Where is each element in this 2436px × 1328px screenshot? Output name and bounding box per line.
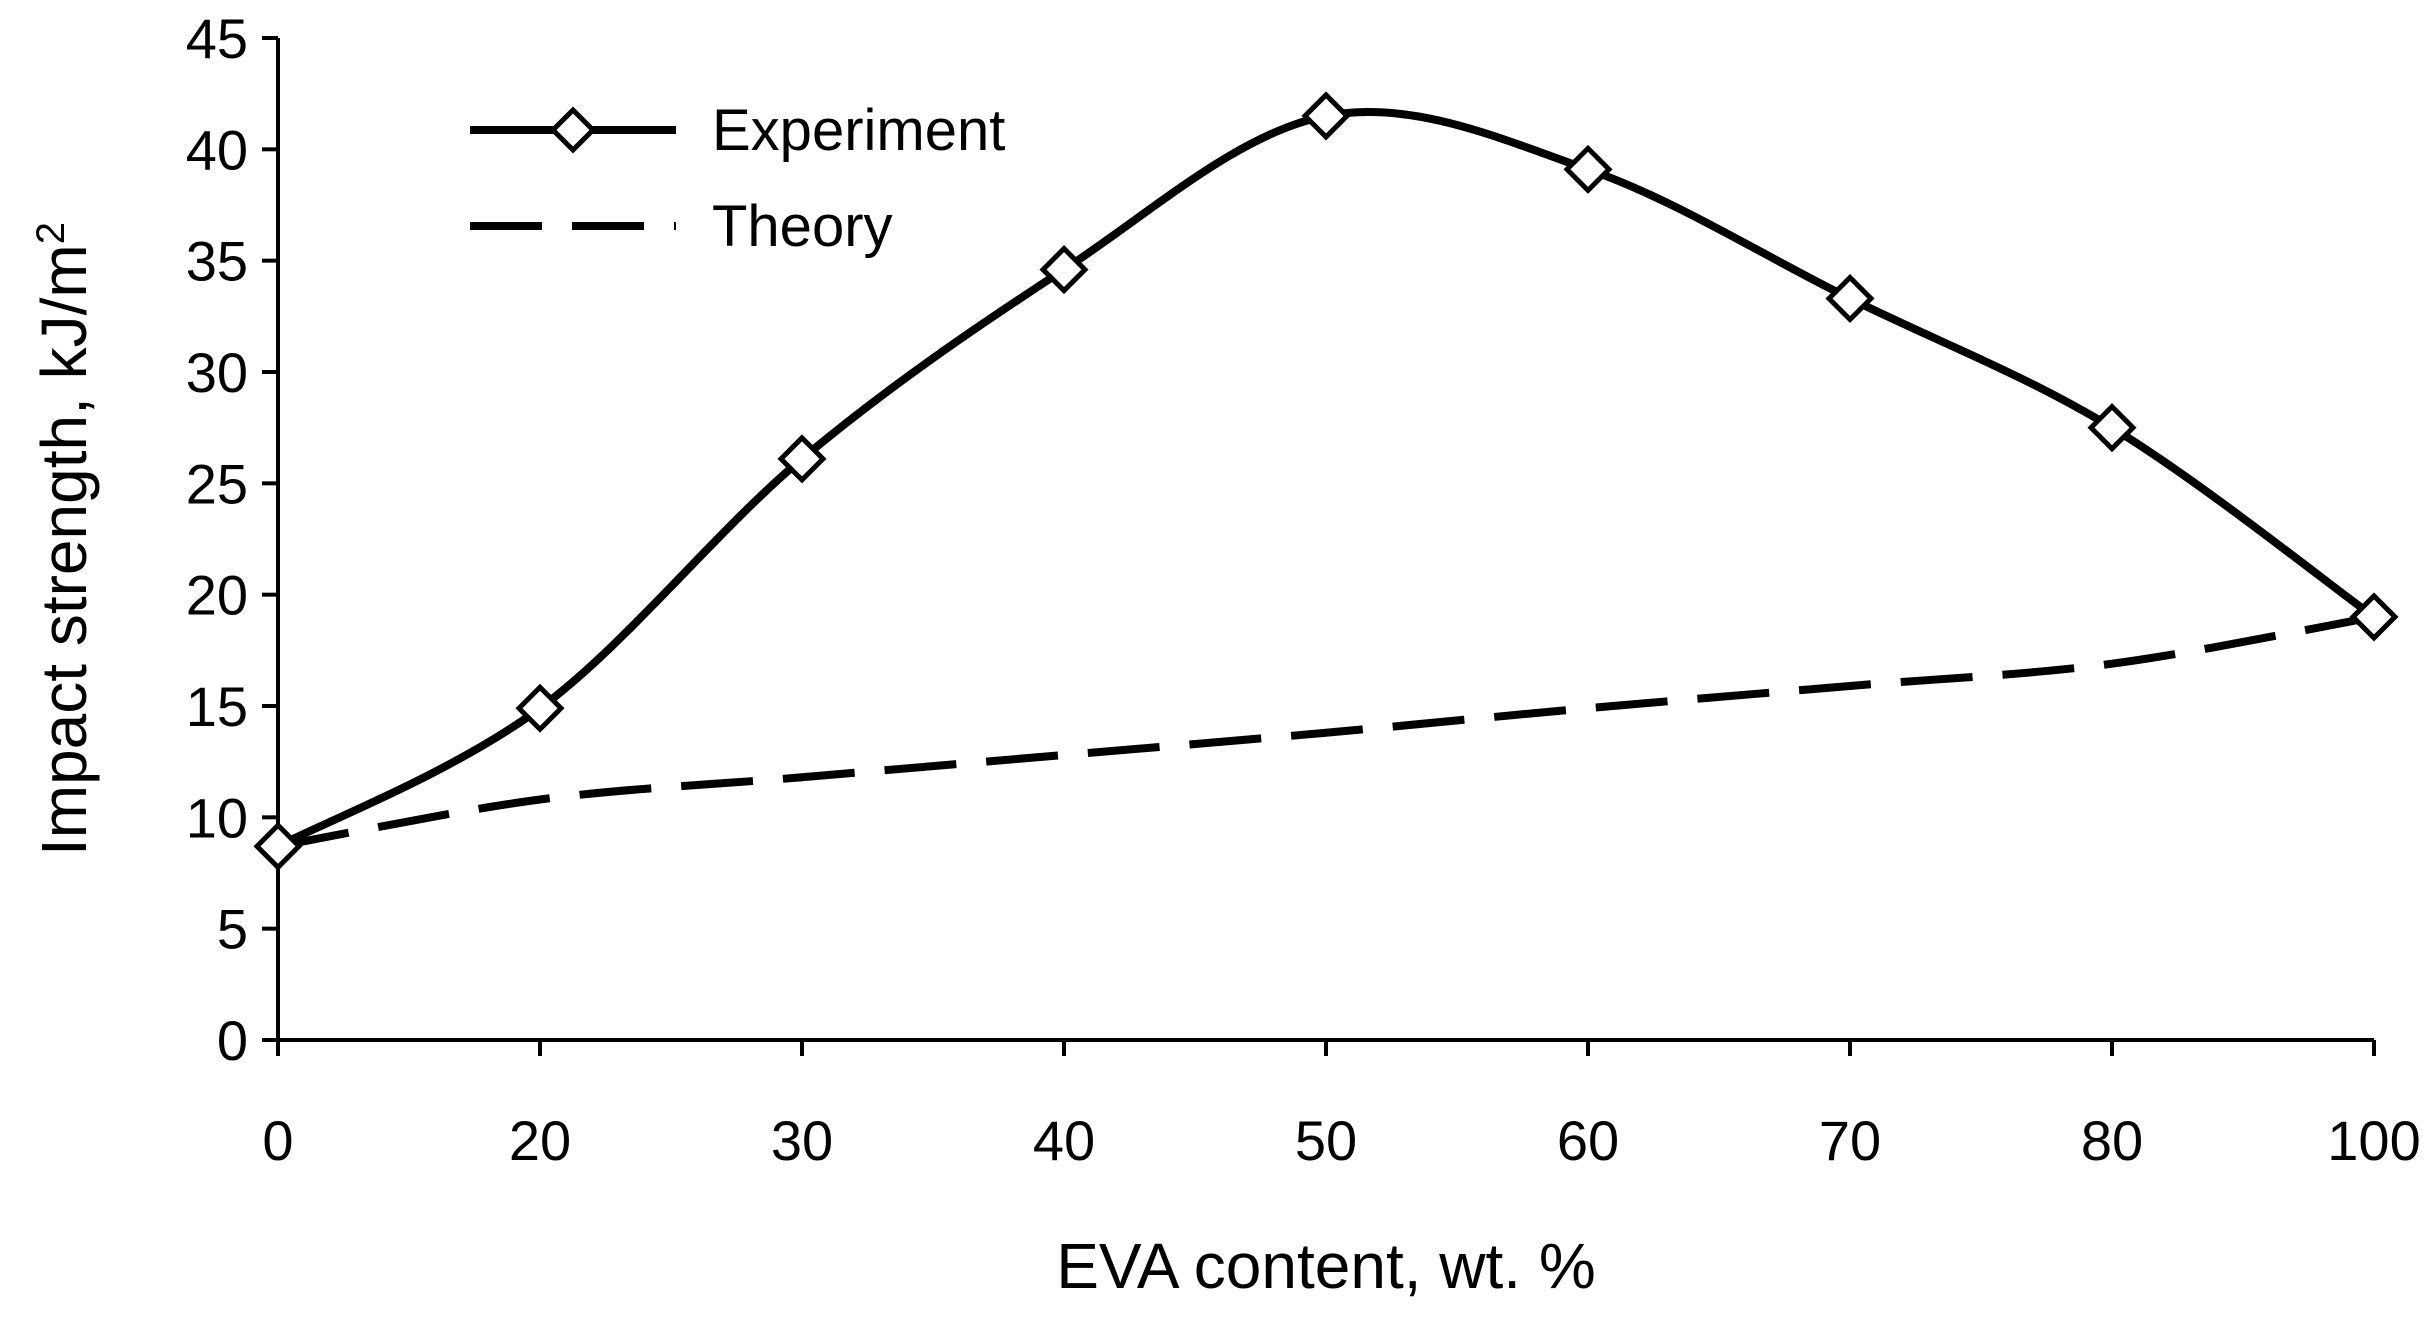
series-experiment [253, 91, 2399, 871]
data-point-experiment [777, 434, 827, 484]
legend-label-experiment: Experiment [712, 98, 1005, 163]
x-tick-label: 100 [2327, 1109, 2420, 1172]
y-tick-label: 30 [186, 341, 248, 404]
y-axis-title: Impact strength, kJ/m2 [28, 222, 100, 856]
data-point-experiment [1301, 91, 1351, 141]
y-tick-label: 15 [186, 675, 248, 738]
y-axis-title-text: Impact strength, kJ/m [28, 244, 100, 856]
series-line-theory [277, 612, 2375, 851]
legend-marker-experiment [549, 106, 597, 154]
x-tick-label: 0 [262, 1109, 293, 1172]
x-tick-label: 50 [1295, 1109, 1357, 1172]
y-tick-label: 45 [186, 7, 248, 70]
y-tick-label: 5 [217, 898, 248, 961]
data-point-experiment [1825, 273, 1875, 324]
y-axis-title-superscript: 2 [29, 222, 73, 244]
data-point-experiment [2087, 403, 2137, 453]
x-tick-label: 20 [509, 1109, 571, 1172]
legend: Experiment Theory [470, 98, 1005, 259]
data-point-experiment [1039, 245, 1089, 295]
x-ticks: 0 20 30 40 50 60 70 80 100 [262, 1040, 2421, 1172]
series-layer [253, 91, 2399, 871]
x-tick-label: 70 [1819, 1109, 1881, 1172]
x-tick-label: 40 [1033, 1109, 1095, 1172]
data-point-experiment [2349, 592, 2399, 642]
series-theory [277, 612, 2375, 851]
y-tick-label: 0 [217, 1009, 248, 1072]
data-point-experiment [253, 821, 303, 871]
x-tick-label: 30 [771, 1109, 833, 1172]
y-tick-label: 25 [186, 452, 248, 515]
data-point-experiment [1563, 144, 1613, 194]
y-ticks: 0 5 10 15 20 25 30 35 40 45 [186, 7, 278, 1072]
legend-label-theory: Theory [712, 194, 893, 259]
y-tick-label: 10 [186, 786, 248, 849]
x-axis-title: EVA content, wt. % [1056, 1230, 1596, 1302]
y-tick-label: 35 [186, 230, 248, 293]
x-tick-label: 60 [1557, 1109, 1619, 1172]
y-tick-label: 20 [186, 564, 248, 627]
axes: 0 5 10 15 20 25 30 35 40 45 0 20 30 40 50 60 70 80 100 [186, 7, 2421, 1172]
y-tick-label: 40 [186, 118, 248, 181]
x-tick-label: 80 [2081, 1109, 2143, 1172]
data-point-experiment [515, 683, 565, 733]
